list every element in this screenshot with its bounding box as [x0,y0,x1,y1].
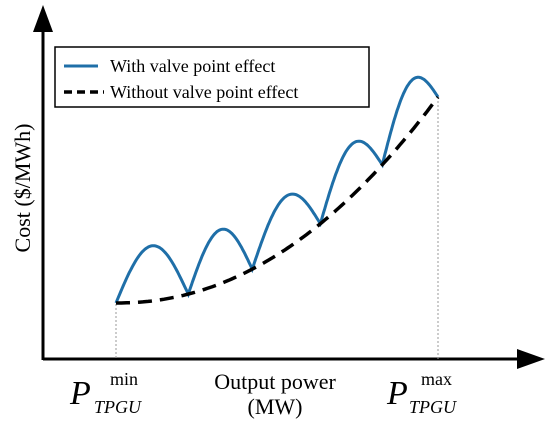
x-tick-pmin-main: P [69,375,91,412]
x-tick-pmin: P min TPGU [69,369,142,417]
x-tick-pmax-sub: TPGU [409,397,457,417]
x-tick-pmin-sub: TPGU [94,397,142,417]
legend: With valve point effect Without valve po… [54,46,370,108]
y-axis-arrow [33,5,53,32]
series-with-valve-point-effect [114,75,440,304]
x-axis-title-line2: (MW) [248,394,303,419]
x-tick-pmax: P max TPGU [386,369,457,417]
x-tick-pmax-sup: max [421,369,452,389]
legend-label-without-valve: Without valve point effect [110,82,298,102]
axes [33,5,545,369]
x-axis-arrow [517,349,545,369]
x-tick-pmin-sup: min [110,369,138,389]
series-without-valve-point-effect [116,95,440,305]
legend-label-with-valve: With valve point effect [110,56,275,76]
y-axis-title: Cost ($/MWh) [10,124,35,253]
x-tick-pmax-main: P [386,375,408,412]
legend-box [54,46,370,108]
x-axis-title-line1: Output power [214,369,336,394]
